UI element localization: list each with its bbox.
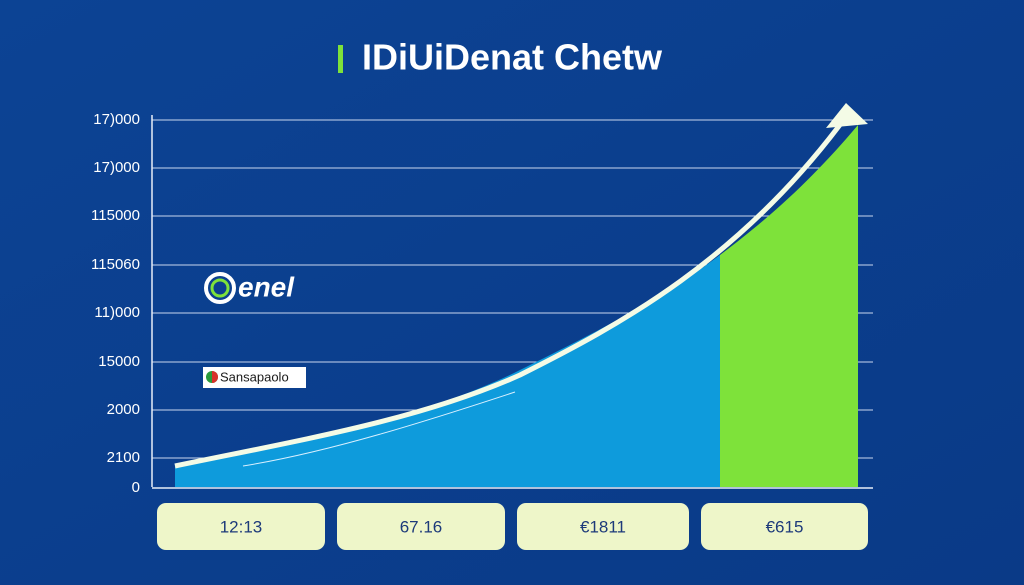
value-box bbox=[337, 503, 505, 550]
y-axis-label: 17)000 bbox=[93, 159, 140, 176]
enel-label: enel bbox=[238, 271, 295, 302]
y-axis-label: 2000 bbox=[107, 401, 140, 418]
sanpaolo-label: Sansapaolo bbox=[220, 369, 289, 384]
y-axis-label: 115060 bbox=[91, 256, 140, 273]
value-box-label: 12:13 bbox=[220, 517, 263, 536]
enel-logo: enel bbox=[204, 271, 295, 304]
y-axis-label: 0 bbox=[132, 479, 140, 496]
value-box bbox=[157, 503, 325, 550]
value-box-label: €615 bbox=[766, 517, 804, 536]
title-accent bbox=[338, 45, 343, 73]
value-box-label: 67.16 bbox=[400, 517, 443, 536]
trend-line bbox=[174, 116, 848, 469]
enel-icon bbox=[204, 272, 236, 304]
enel-icon-inner bbox=[210, 278, 230, 298]
y-axis-label: 15000 bbox=[98, 353, 140, 370]
arrow-head bbox=[826, 103, 868, 128]
y-axis-label: 17)000 bbox=[93, 111, 140, 128]
bottom-boxes: 12:13 67.16 €1811 €615 bbox=[157, 503, 868, 550]
green-area bbox=[720, 125, 858, 487]
sanpaolo-icon-half bbox=[212, 371, 218, 383]
y-axis-label: 115000 bbox=[91, 207, 140, 224]
value-box-label: €1811 bbox=[580, 517, 626, 536]
sanpaolo-box bbox=[203, 367, 306, 388]
value-box bbox=[517, 503, 689, 550]
blue-area bbox=[175, 255, 720, 487]
y-axis-label: 2100 bbox=[107, 449, 140, 466]
trend-line-thin bbox=[242, 391, 516, 467]
chart-title: IDiUiDenat Chetw bbox=[362, 37, 663, 78]
y-axis-label: 11)000 bbox=[94, 304, 140, 321]
sanpaolo-logo: Sansapaolo bbox=[203, 367, 306, 388]
value-box bbox=[701, 503, 868, 550]
